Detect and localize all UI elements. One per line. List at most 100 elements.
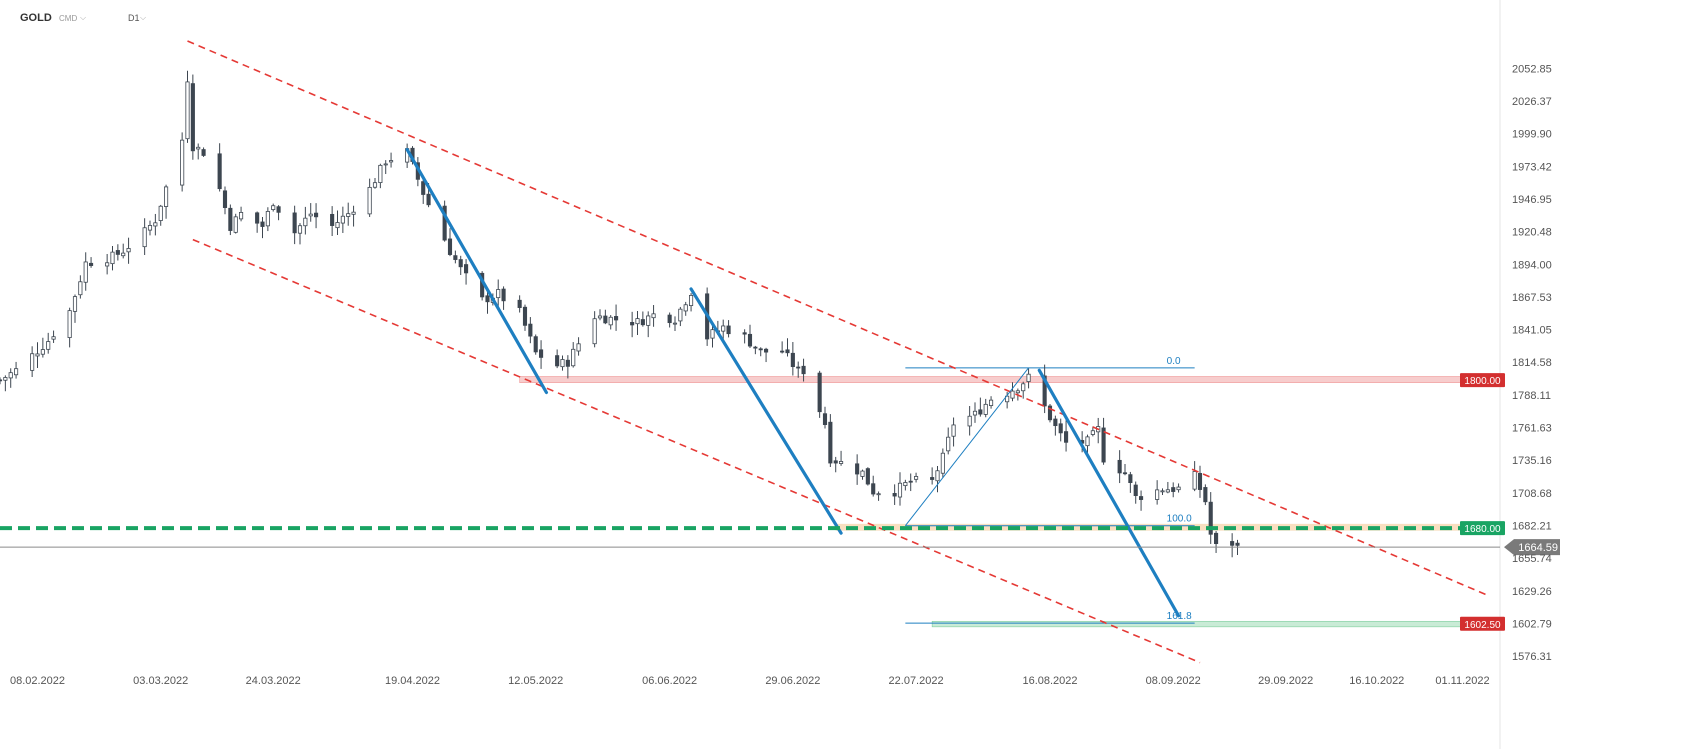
candle-body bbox=[164, 186, 169, 207]
candle bbox=[651, 305, 656, 327]
chevron-down-icon[interactable]: ⌵ bbox=[80, 13, 87, 22]
candle-body bbox=[876, 493, 881, 496]
candle-body bbox=[1026, 373, 1031, 382]
candle-body bbox=[565, 359, 570, 367]
candle bbox=[1155, 480, 1160, 505]
candle-body bbox=[764, 348, 769, 353]
candle-body bbox=[383, 163, 388, 166]
candle-body bbox=[40, 349, 45, 355]
candle bbox=[185, 70, 190, 143]
candle-body bbox=[3, 377, 8, 381]
candle-body bbox=[501, 288, 506, 302]
candle-body bbox=[297, 225, 303, 234]
y-tick-label: 2052.85 bbox=[1512, 63, 1552, 75]
candle bbox=[903, 479, 908, 491]
candle bbox=[1122, 464, 1128, 476]
candle bbox=[367, 178, 372, 217]
candle bbox=[164, 184, 169, 219]
candle bbox=[967, 406, 972, 436]
candle bbox=[683, 301, 688, 316]
candle bbox=[764, 347, 769, 363]
x-tick-label: 12.05.2022 bbox=[508, 675, 563, 687]
candle bbox=[260, 217, 265, 239]
candle-body bbox=[1128, 474, 1133, 483]
x-tick-label: 24.03.2022 bbox=[246, 675, 301, 687]
candle bbox=[180, 132, 185, 192]
y-tick-label: 1682.21 bbox=[1512, 520, 1552, 532]
candle-body bbox=[351, 211, 356, 215]
candle-body bbox=[180, 139, 185, 186]
candle-body bbox=[1047, 405, 1053, 421]
candle-body bbox=[651, 313, 656, 319]
candle bbox=[147, 220, 153, 236]
candle bbox=[930, 467, 935, 485]
candle bbox=[946, 427, 951, 455]
candle bbox=[603, 309, 608, 325]
candle bbox=[678, 306, 683, 327]
y-tick-label: 1735.16 bbox=[1512, 455, 1552, 467]
candle bbox=[667, 312, 672, 328]
candle bbox=[297, 223, 303, 245]
candle bbox=[276, 205, 281, 221]
y-tick-label: 2026.37 bbox=[1512, 96, 1552, 108]
candle-body bbox=[158, 205, 163, 221]
support-zone-1680 bbox=[835, 523, 1500, 531]
candle bbox=[1208, 492, 1213, 544]
candle-body bbox=[153, 222, 158, 227]
candle bbox=[1085, 434, 1090, 454]
candle-body bbox=[89, 262, 94, 266]
candle-body bbox=[1203, 487, 1208, 503]
candle bbox=[1047, 404, 1053, 423]
candle-body bbox=[265, 211, 270, 227]
candle bbox=[608, 315, 613, 330]
candle-body bbox=[303, 217, 308, 227]
chevron-down-icon[interactable]: ⌵ bbox=[140, 13, 147, 22]
category-label: CMD bbox=[59, 14, 78, 23]
timeframe-selector[interactable]: D1 bbox=[128, 13, 140, 23]
candle bbox=[121, 243, 126, 259]
x-tick-label: 16.10.2022 bbox=[1349, 675, 1404, 687]
candle bbox=[1214, 530, 1219, 553]
y-tick-label: 1946.95 bbox=[1512, 194, 1552, 206]
candle-body bbox=[1090, 430, 1095, 435]
candle bbox=[464, 259, 469, 285]
candle-body bbox=[646, 315, 651, 326]
fib-swing-line bbox=[904, 367, 1029, 527]
candle-body bbox=[608, 316, 613, 326]
candle-body bbox=[1064, 431, 1069, 443]
candle-body bbox=[340, 215, 345, 224]
x-tick-label: 29.06.2022 bbox=[765, 675, 820, 687]
candle-body bbox=[785, 349, 790, 354]
candle-body bbox=[855, 463, 860, 475]
candle-body bbox=[0, 379, 3, 382]
candle bbox=[1058, 418, 1063, 442]
candle bbox=[871, 475, 876, 497]
candle-body bbox=[239, 212, 244, 220]
candle-body bbox=[865, 468, 870, 485]
x-tick-label: 08.09.2022 bbox=[1146, 675, 1201, 687]
candle bbox=[83, 252, 88, 291]
candle bbox=[571, 342, 576, 368]
candle-body bbox=[555, 355, 560, 367]
candle bbox=[1160, 488, 1165, 495]
candle bbox=[828, 414, 833, 468]
candle bbox=[1117, 450, 1122, 484]
candle bbox=[1096, 417, 1101, 444]
candle bbox=[817, 370, 822, 418]
candle-body bbox=[51, 336, 56, 340]
y-tick-label: 1708.68 bbox=[1512, 488, 1552, 500]
candle-body bbox=[935, 470, 940, 482]
candle bbox=[196, 143, 201, 160]
candle-body bbox=[758, 348, 763, 351]
candle bbox=[105, 253, 110, 275]
candle-body bbox=[983, 403, 988, 415]
candle-body bbox=[603, 315, 608, 324]
y-tick-label: 1894.00 bbox=[1512, 259, 1552, 271]
candle bbox=[1042, 364, 1047, 414]
candles-group bbox=[0, 70, 1240, 558]
candle bbox=[67, 307, 72, 348]
candle-body bbox=[539, 349, 544, 358]
candle-body bbox=[914, 476, 919, 480]
